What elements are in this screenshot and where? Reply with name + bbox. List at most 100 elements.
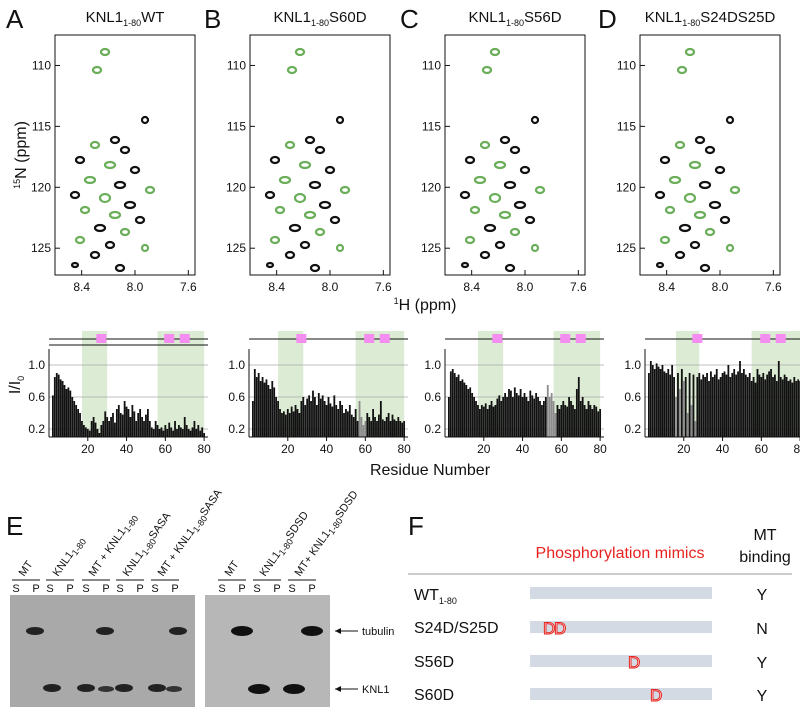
bar [193, 421, 196, 437]
bar [577, 377, 580, 437]
bar [750, 381, 753, 437]
bar [647, 373, 650, 437]
bar [715, 369, 718, 437]
bar [148, 421, 151, 437]
bar [669, 374, 672, 437]
bar [119, 413, 122, 437]
bar [368, 417, 371, 437]
motif-marker [179, 334, 190, 343]
y-tick-label: 120 [226, 180, 246, 194]
bar [762, 373, 765, 437]
bar [362, 425, 365, 437]
x-tick-label: 60 [159, 442, 173, 456]
bar [708, 381, 710, 437]
x-tick-label: 80 [397, 442, 411, 456]
lane-part: MT+ KNL1 [293, 529, 333, 579]
bar [67, 387, 70, 437]
bar [123, 401, 126, 437]
bar [381, 419, 384, 437]
bar [172, 430, 174, 437]
motif-marker [760, 334, 771, 343]
bar [492, 406, 495, 437]
y-tick-label: 0.2 [424, 422, 441, 436]
bar [346, 411, 349, 437]
lane-part: MT [17, 559, 36, 579]
motif-marker [775, 334, 786, 343]
bar [721, 373, 724, 437]
bar [653, 369, 656, 437]
bar [529, 390, 532, 437]
bar [296, 409, 299, 437]
bar [539, 401, 541, 437]
bar [189, 430, 192, 437]
binding: Y [757, 688, 768, 705]
bar [281, 413, 283, 437]
bar [176, 429, 178, 437]
bar [354, 409, 357, 437]
lane-label: MT + KNL11-80SASA [156, 487, 227, 580]
bar [345, 409, 347, 437]
bar [397, 417, 400, 437]
bar [735, 374, 738, 437]
bar [269, 389, 272, 437]
bar [585, 409, 588, 437]
bar [482, 406, 485, 437]
bar [71, 397, 74, 437]
bar [649, 361, 652, 437]
bar [283, 411, 285, 437]
bar [480, 405, 483, 437]
x-tick-label: 7.6 [570, 280, 587, 294]
row-label: S56D [414, 654, 454, 671]
bar [779, 377, 782, 437]
bar [92, 417, 95, 437]
bar [102, 421, 105, 437]
fraction: S [82, 583, 89, 595]
bar [673, 377, 675, 437]
y-tick-label: 110 [422, 58, 441, 72]
bar [486, 409, 489, 437]
bar [465, 385, 468, 437]
bar [331, 406, 334, 437]
y-axis-label: I/I0 [7, 376, 26, 394]
bar [719, 377, 722, 437]
bar [537, 397, 539, 437]
lane-part: MT + KNL1 [156, 526, 198, 579]
bar [752, 377, 755, 437]
bar [447, 397, 450, 437]
bar [251, 401, 254, 437]
bar [108, 421, 111, 437]
x-tick-label: 7.6 [765, 280, 782, 294]
bar [500, 401, 503, 437]
bar [94, 422, 97, 437]
bar [290, 406, 293, 437]
bar [554, 413, 557, 437]
bar [589, 405, 592, 437]
bar [560, 405, 563, 437]
panel-label: B [204, 4, 221, 34]
mimic: D [650, 686, 662, 705]
lane-part: SASA [147, 510, 174, 541]
bar [471, 393, 474, 437]
y-tick-label: 115 [227, 119, 246, 133]
bar [479, 409, 481, 437]
bar [655, 363, 658, 437]
bar [314, 397, 316, 437]
bar [379, 401, 382, 437]
bar [692, 374, 695, 437]
panel-label: C [400, 4, 419, 34]
bar [356, 421, 359, 437]
bar [754, 382, 757, 437]
bar [197, 425, 200, 437]
bar [519, 389, 522, 437]
bar [310, 401, 312, 437]
x-tick-label: 40 [716, 442, 730, 456]
bar [302, 397, 305, 437]
x-tick-label: 60 [755, 442, 769, 456]
panel-title: KNL11-80S24DS25D [645, 9, 776, 28]
motif-marker [96, 334, 107, 343]
bar [129, 417, 132, 437]
plot-frame [444, 34, 586, 276]
bar [298, 413, 301, 437]
spectrum [656, 49, 739, 271]
row-label: S24D/S25D [414, 620, 499, 637]
